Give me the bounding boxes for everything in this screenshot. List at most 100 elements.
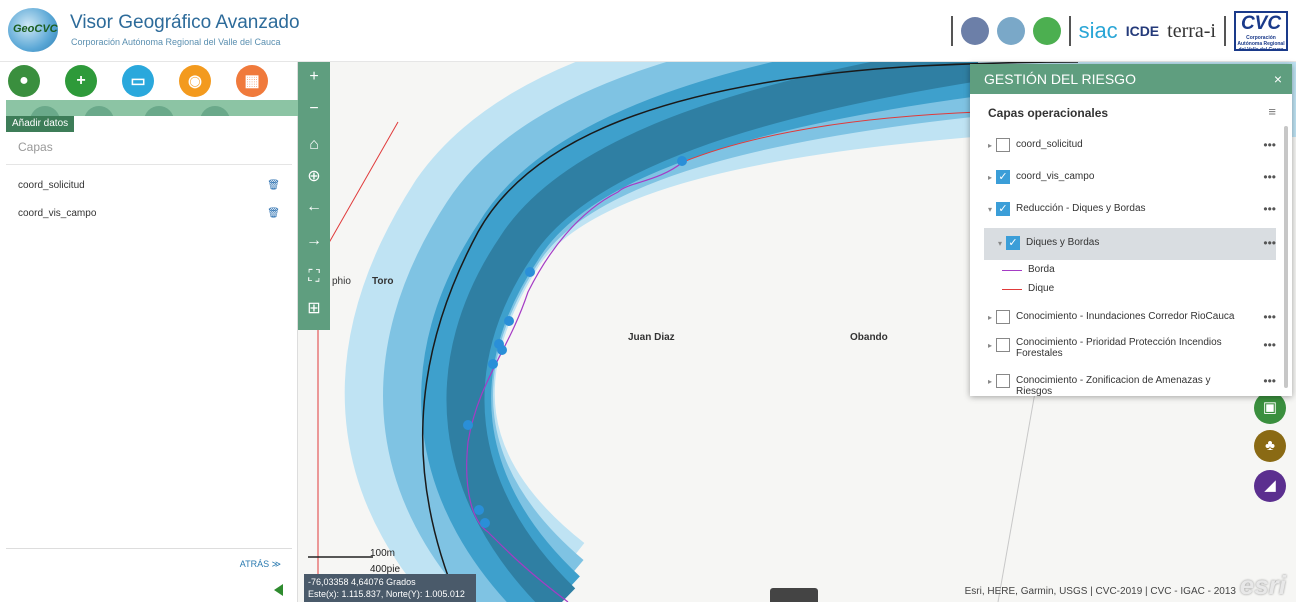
layer-label: Reducción - Diques y Bordas: [1016, 203, 1146, 214]
caret-right-icon[interactable]: ▸: [988, 341, 993, 350]
divider: [6, 164, 292, 165]
map-label: Toro: [372, 276, 394, 287]
divider: [950, 16, 953, 46]
layer-row[interactable]: ▸ Conocimiento - Prioridad Protección In…: [984, 336, 1276, 364]
risk-management-panel: GESTIÓN DEL RIESGO × Capas operacionales…: [970, 64, 1292, 397]
divider: [1068, 16, 1071, 46]
caret-right-icon[interactable]: ▸: [988, 141, 993, 150]
layer-row[interactable]: ▾ ✓ Reducción - Diques y Bordas •••: [984, 200, 1276, 222]
legend-line-icon: [1002, 289, 1022, 290]
layer-label: Conocimiento - Inundaciones Corredor Rio…: [1016, 311, 1235, 322]
legend-dique: Dique: [1002, 283, 1202, 297]
trash-icon[interactable]: 🗑: [267, 180, 280, 191]
arrow-right-icon[interactable]: →: [306, 232, 322, 249]
location-pin-icon[interactable]: ●: [8, 65, 40, 97]
more-options-icon[interactable]: •••: [1263, 374, 1276, 388]
cvc-logo-text: CVC: [1240, 13, 1282, 34]
locate-icon[interactable]: ⊕: [307, 168, 321, 185]
map-marker-icon[interactable]: ◉: [179, 65, 211, 97]
filter-icon[interactable]: ≡: [1268, 104, 1276, 119]
coords-line1: -76,03358 4,64076 Grados: [308, 577, 416, 587]
logo-text: GeoCVC: [13, 23, 58, 35]
mountain-logo-icon[interactable]: [960, 17, 989, 45]
calculator-icon[interactable]: ▦: [236, 65, 268, 97]
layer-row[interactable]: ▸ Conocimiento - Inundaciones Corredor R…: [984, 308, 1276, 330]
layer-label: coord_vis_campo: [1016, 171, 1095, 182]
collapse-panel-icon[interactable]: [274, 584, 283, 596]
left-panel: ● + ▭ ◉ ▦ Añadir datos Capas coord_solic…: [0, 62, 298, 602]
layer-row[interactable]: ▸ Conocimiento - Zonificacion de Amenaza…: [984, 372, 1276, 397]
legend-label: Borda: [1028, 264, 1055, 275]
scale-feet: 400pie: [370, 564, 401, 575]
more-options-icon[interactable]: •••: [1263, 170, 1276, 184]
plant-icon[interactable]: ♣: [1254, 430, 1286, 462]
more-options-icon[interactable]: •••: [1263, 310, 1276, 324]
arrow-left-icon[interactable]: ←: [306, 198, 322, 215]
zoom-out-button[interactable]: −: [309, 100, 319, 117]
legend-line-icon: [1002, 270, 1022, 271]
layer-toggle-icon[interactable]: ⊞: [307, 300, 321, 317]
home-icon[interactable]: ⌂: [309, 136, 319, 153]
layer-label: coord_solicitud: [18, 180, 85, 191]
coordinates-readout: -76,03358 4,64076 Grados Este(x): 1.115.…: [304, 574, 476, 602]
layer-row[interactable]: ▸ ✓ coord_vis_campo •••: [984, 168, 1276, 190]
cvc-logo[interactable]: CVC Corporación Autónoma Regional del Va…: [1234, 11, 1288, 53]
more-options-icon[interactable]: •••: [1263, 338, 1276, 352]
panel-header: GESTIÓN DEL RIESGO ×: [970, 64, 1292, 94]
scrollbar[interactable]: [1284, 126, 1288, 388]
fullscreen-icon[interactable]: ⛶: [308, 268, 320, 285]
layer-item[interactable]: coord_solicitud 🗑: [18, 180, 280, 196]
layer-row[interactable]: ▸ coord_solicitud •••: [984, 136, 1276, 158]
caret-right-icon[interactable]: ▸: [988, 173, 993, 182]
map-icon[interactable]: ◢: [1254, 470, 1286, 502]
back-link[interactable]: ATRÁS ≫: [239, 559, 281, 569]
checkbox[interactable]: [996, 338, 1010, 352]
layers-logo-icon[interactable]: [996, 17, 1025, 45]
capas-title: Capas: [18, 140, 53, 154]
bottom-panel-toggle[interactable]: [770, 588, 818, 602]
plus-icon[interactable]: +: [65, 65, 97, 97]
app-title: Visor Geográfico Avanzado: [70, 12, 300, 33]
layer-row-selected[interactable]: ▾ ✓ Diques y Bordas •••: [984, 228, 1276, 260]
partner-logos: siac ICDE terra-i CVC Corporación Autóno…: [950, 10, 1288, 53]
map-label: Obando: [850, 332, 888, 343]
tool-row: ● + ▭ ◉ ▦: [0, 62, 298, 100]
checkbox-checked[interactable]: ✓: [996, 202, 1010, 216]
cvc-logo-subtext: Corporación Autónoma Regional del Valle …: [1237, 35, 1285, 53]
terra-logo[interactable]: terra-i: [1167, 19, 1216, 42]
checkbox[interactable]: [996, 310, 1010, 324]
map-label: phio: [332, 276, 351, 287]
layer-label: Conocimiento - Zonificacion de Amenazas …: [1016, 375, 1211, 397]
layer-item[interactable]: coord_vis_campo 🗑: [18, 208, 280, 224]
checkbox[interactable]: [996, 138, 1010, 152]
map-label: Juan Diaz: [628, 332, 675, 343]
geocvc-logo[interactable]: GeoCVC: [8, 8, 58, 52]
attribution: Esri, HERE, Garmin, USGS | CVC-2019 | CV…: [964, 586, 1236, 597]
more-options-icon[interactable]: •••: [1263, 236, 1276, 250]
zoom-in-button[interactable]: +: [309, 68, 319, 85]
more-options-icon[interactable]: •••: [1263, 202, 1276, 216]
layer-label: Conocimiento - Prioridad Protección Ince…: [1016, 337, 1222, 359]
add-data-tab[interactable]: Añadir datos: [6, 116, 75, 132]
checkbox[interactable]: [996, 374, 1010, 388]
tool-strip: [6, 100, 298, 116]
caret-down-icon[interactable]: ▾: [988, 205, 993, 214]
ruler-icon[interactable]: ▭: [122, 65, 154, 97]
map-canvas: [308, 62, 1296, 602]
caret-right-icon[interactable]: ▸: [988, 313, 993, 322]
image-icon[interactable]: ▣: [1254, 392, 1286, 424]
checkbox-checked[interactable]: ✓: [1006, 236, 1020, 250]
close-icon[interactable]: ×: [1273, 71, 1282, 87]
more-options-icon[interactable]: •••: [1263, 138, 1276, 152]
icde-logo[interactable]: ICDE: [1125, 23, 1160, 39]
app-header: GeoCVC Visor Geográfico Avanzado Corpora…: [0, 0, 1296, 62]
caret-right-icon[interactable]: ▸: [988, 377, 993, 386]
caret-down-icon[interactable]: ▾: [998, 239, 1003, 248]
legend-borda: Borda: [1002, 264, 1202, 278]
siac-logo[interactable]: siac: [1078, 18, 1118, 43]
layer-label: coord_solicitud: [1016, 139, 1083, 150]
globe-logo-icon[interactable]: [1032, 17, 1061, 45]
checkbox-checked[interactable]: ✓: [996, 170, 1010, 184]
esri-logo: esri: [1239, 570, 1286, 600]
trash-icon[interactable]: 🗑: [267, 208, 280, 219]
